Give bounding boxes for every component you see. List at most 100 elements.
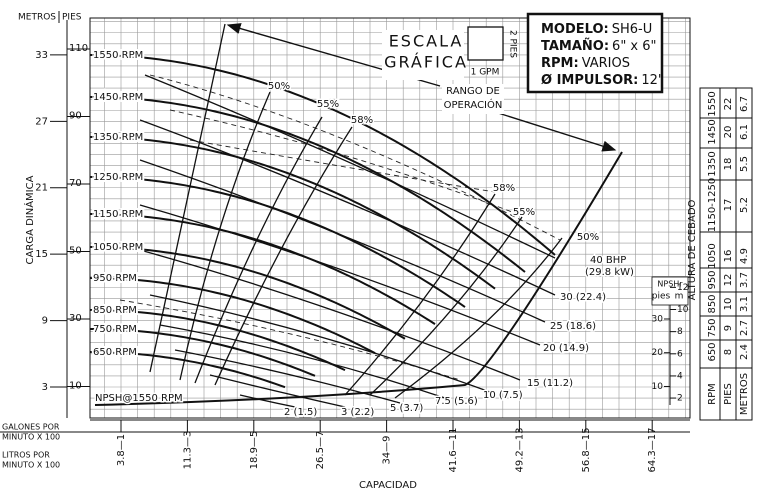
range-label: OPERACIÓN <box>444 98 503 111</box>
rpm-curve <box>90 277 376 354</box>
npshr-tick-label: 10 <box>652 382 664 392</box>
y-tick-label: 10 <box>69 380 82 391</box>
npshr-tick-label: 4 <box>677 371 683 381</box>
bhp-label: 10 (7.5) <box>483 390 523 401</box>
table-cell: 3.1 <box>739 296 750 312</box>
rpm-label: 650 RPM <box>93 347 137 358</box>
scale-y-unit: 2 PIES <box>508 30 518 58</box>
rpm-label: 1350 RPM <box>93 132 143 143</box>
x-tick-label: 64.3—17 <box>647 428 658 473</box>
y-tick-label: 9 <box>42 316 48 327</box>
npshr-tick-label: 6 <box>677 349 683 359</box>
y-tick-label: 50 <box>69 246 82 257</box>
bhp-label: 2 (1.5) <box>284 407 317 418</box>
npshr-unit: pies <box>652 292 671 302</box>
table-cell: 1350 <box>707 151 718 176</box>
bhp-label: 25 (18.6) <box>550 321 596 332</box>
info-label: TAMAÑO: <box>541 38 609 54</box>
info-row: RPM: VARIOS <box>541 56 630 71</box>
range-bg <box>442 84 504 114</box>
info-value: 12" <box>641 73 664 88</box>
info-row: MODELO: SH6-U <box>541 22 652 37</box>
table-cell: 16 <box>723 250 734 263</box>
table-cell: 22 <box>723 98 734 111</box>
y-tick-label: 90 <box>69 111 82 122</box>
axes: METROS PIES 3 9 15 21 27 33 10 30 50 70 90 110 CARGA D… <box>0 11 690 491</box>
rpm-label: 1550 RPM <box>93 50 143 61</box>
table-title: ALTURA DE CEBADO <box>687 199 698 300</box>
x-axis-title: CAPACIDAD <box>359 480 417 491</box>
npshr-tick-label: 12 <box>677 283 688 293</box>
range-arrow <box>494 111 617 152</box>
npshr-title: NPSHr <box>657 280 683 289</box>
table-cell: 9 <box>723 325 734 331</box>
x-tick-label: 26.5—7 <box>315 431 326 470</box>
table-cell: 10 <box>723 298 734 311</box>
info-value: 6" x 6" <box>612 39 656 54</box>
table-row-label: PIES <box>723 383 734 405</box>
x-tick-label: 11.3—3 <box>182 431 193 470</box>
rpm-curve <box>90 213 436 325</box>
x-tick-label: 34—9 <box>382 435 393 464</box>
table-bg <box>699 87 753 421</box>
table-cell: 8 <box>723 349 734 355</box>
rpm-label: 850 RPM <box>93 305 137 316</box>
table-cell: 5.5 <box>739 156 750 172</box>
scale-title: ESCALA <box>389 32 464 51</box>
npshr-tick-label: 30 <box>652 314 664 324</box>
bhp-label: 20 (14.9) <box>543 343 589 354</box>
efficiency-curves <box>149 23 563 399</box>
info-value: VARIOS <box>582 56 630 71</box>
scale-bg <box>382 30 464 80</box>
efficiency-label: 55% <box>513 207 535 218</box>
table-cell: 1450 <box>707 119 718 144</box>
npshr-box <box>651 276 689 306</box>
x-unit-label: MINUTO X 100 <box>2 461 60 470</box>
y-tick-label: 70 <box>69 178 82 189</box>
info-label: RPM: <box>541 56 579 71</box>
rpm-label: 1450 RPM <box>93 92 143 103</box>
table-cell: 1050 <box>707 243 718 268</box>
info-row: Ø IMPULSOR: 12" <box>541 73 664 88</box>
table-cell: 1550 <box>707 91 718 116</box>
table-cell: 650 <box>707 342 718 361</box>
rpm-label: 1050 RPM <box>93 242 143 253</box>
y-tick-label: 27 <box>35 116 48 127</box>
table-cell: 1150-1250 <box>707 178 718 233</box>
efficiency-label: 50% <box>268 81 290 92</box>
bhp-label: 3 (2.2) <box>341 407 374 418</box>
table-cell: 20 <box>723 126 734 139</box>
scale-title: GRÁFICA <box>384 53 468 72</box>
table-cell: 950 <box>707 270 718 289</box>
table-cell: 5.2 <box>739 197 750 213</box>
rpm-curve <box>90 96 526 273</box>
efficiency-dashes <box>119 74 561 381</box>
rpm-label: 1150 RPM <box>93 209 143 220</box>
table-cell: 850 <box>707 294 718 313</box>
bhp-curves <box>139 74 556 409</box>
rpm-curves <box>90 54 556 389</box>
y-tick-label: 30 <box>69 313 82 324</box>
table: ALTURA DE CEBADO RPM PIES METROS 650 8 2.4 750 9… <box>687 87 753 421</box>
bhp-label: 5 (3.7) <box>390 403 423 414</box>
y-tick-label: 21 <box>35 183 48 194</box>
y-tick-label: 33 <box>35 50 48 61</box>
range-label: RANGO DE <box>446 86 500 97</box>
y-tick-label: 110 <box>69 43 88 54</box>
x-unit-label: GALONES POR <box>2 423 60 432</box>
table-cell: 2.7 <box>739 320 750 336</box>
info-value: SH6-U <box>612 22 653 37</box>
y-axis-title: CARGA DINÁMICA <box>23 175 36 264</box>
table-cell: 6.7 <box>739 96 750 112</box>
rpm-label: 750 RPM <box>93 324 137 335</box>
rpm-curve <box>90 351 286 389</box>
axis-unit: PIES <box>62 13 82 23</box>
table-cell: 6.1 <box>739 124 750 140</box>
axis-unit: METROS <box>18 13 56 23</box>
rpm-curve <box>90 136 496 290</box>
x-tick-label: 3.8—1 <box>116 434 127 466</box>
bhp-label: 30 (22.4) <box>560 292 606 303</box>
scale-x-unit: 1 GPM <box>471 68 500 78</box>
y-tick-label: 15 <box>35 249 48 260</box>
